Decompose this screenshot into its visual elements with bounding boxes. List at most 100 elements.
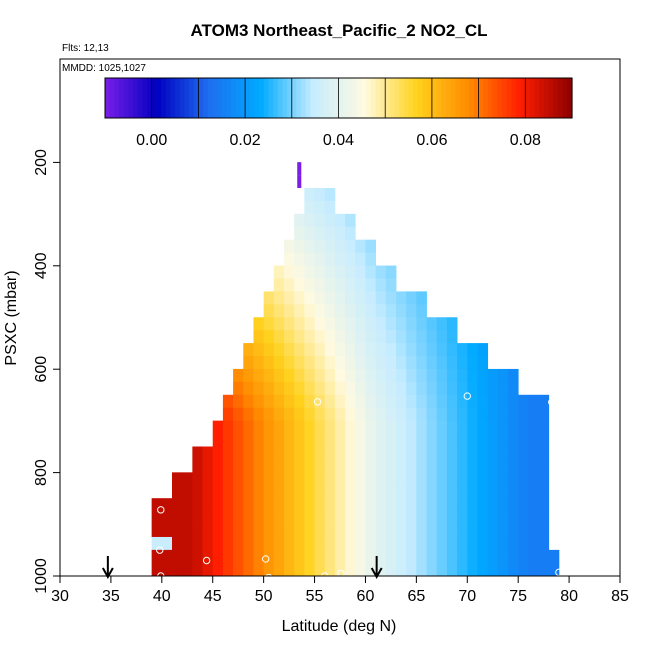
heatmap-cell [304, 187, 315, 202]
heatmap-cell [365, 368, 377, 383]
heatmap-cell [243, 343, 254, 357]
heatmap-cell [334, 498, 346, 512]
colorbar-swatch [506, 78, 512, 118]
heatmap-cell [497, 472, 509, 486]
colorbar-swatch [529, 78, 536, 118]
colorbar-swatch [137, 78, 143, 118]
heatmap-cell [518, 511, 529, 525]
heatmap-cell [345, 562, 356, 577]
heatmap-cell [294, 549, 305, 564]
heatmap-cell [304, 511, 315, 525]
heatmap-cell [508, 381, 519, 396]
x-tick-label: 45 [204, 588, 222, 605]
colorbar-swatch [245, 78, 251, 118]
x-tick-label: 80 [560, 588, 578, 605]
colorbar-swatch [226, 78, 232, 118]
heatmap-cell [426, 549, 438, 564]
heatmap-cell [375, 485, 387, 499]
heatmap-cell [487, 562, 499, 577]
heatmap-cell [467, 420, 478, 434]
heatmap-cell [467, 407, 478, 422]
heatmap-cell [243, 459, 254, 473]
heatmap-cell [355, 562, 366, 577]
heatmap-cell [314, 213, 326, 228]
heatmap-cell [324, 252, 336, 266]
heatmap-cell [273, 498, 285, 512]
heatmap-cell [243, 356, 254, 370]
heatmap-cell [518, 536, 529, 551]
heatmap-cell [294, 511, 305, 525]
heatmap-cell [426, 433, 438, 447]
heatmap-cell [436, 446, 448, 460]
heatmap-cell [487, 485, 499, 499]
heatmap-cell [284, 317, 295, 331]
heatmap-cell [446, 420, 458, 434]
heatmap-cell [294, 213, 305, 228]
heatmap-cell [172, 472, 183, 486]
heatmap-cell [334, 459, 346, 473]
heatmap-cell [324, 265, 336, 279]
colorbar-swatch [296, 78, 302, 118]
heatmap-cell [314, 446, 326, 460]
heatmap-cell [253, 485, 265, 499]
heatmap-cell [233, 549, 244, 564]
heatmap-cell [406, 420, 417, 434]
heatmap-cell [284, 549, 295, 564]
heatmap-cell [212, 446, 224, 460]
heatmap-cell [406, 304, 417, 318]
heatmap-cell [426, 536, 438, 551]
heatmap-cell [304, 549, 315, 564]
heatmap-cell [334, 433, 346, 447]
heatmap-cell [426, 330, 438, 344]
heatmap-cell [253, 446, 265, 460]
colorbar-swatch [445, 78, 452, 118]
heatmap-cell [385, 420, 397, 434]
heatmap-cell [385, 394, 397, 409]
heatmap-cell [222, 562, 234, 577]
heatmap-cell [406, 524, 417, 538]
heatmap-cell [528, 472, 539, 486]
colorbar-swatch [212, 78, 218, 118]
heatmap-cell [426, 498, 438, 512]
heatmap-cell [477, 433, 489, 447]
heatmap-cell [192, 549, 203, 564]
track-arrows [101, 556, 383, 580]
heatmap-cell [161, 562, 173, 577]
heatmap-cell [314, 200, 326, 215]
heatmap-cell [406, 549, 417, 564]
heatmap-cell [477, 524, 489, 538]
heatmap-cell [436, 381, 448, 396]
heatmap-cell [375, 265, 387, 279]
sample-point [157, 506, 165, 514]
heatmap-cell [467, 381, 478, 396]
colorbar-swatch [385, 78, 391, 118]
heatmap-cell [233, 536, 244, 551]
colorbar-swatch [501, 78, 508, 118]
heatmap-cell [518, 524, 529, 538]
heatmap-cell [365, 239, 377, 254]
heatmap-cell [365, 252, 377, 266]
heatmap-cell [345, 549, 356, 564]
heatmap-cell [233, 433, 244, 447]
heatmap-cell [304, 252, 315, 266]
heatmap-cell [508, 562, 519, 577]
heatmap-cell [294, 239, 305, 254]
x-tick-label: 60 [357, 588, 375, 605]
heatmap-cell [355, 446, 366, 460]
heatmap-cell [365, 265, 377, 279]
heatmap-cell [294, 317, 305, 331]
colorbar-swatch [469, 78, 475, 118]
heatmap-cell [212, 498, 224, 512]
heatmap-cell [355, 485, 366, 499]
heatmap-cell [457, 536, 468, 551]
colorbar-swatch [193, 78, 199, 118]
heatmap-cell [396, 381, 407, 396]
heatmap-cell [222, 536, 234, 551]
heatmap-cell [436, 498, 448, 512]
heatmap-cell [416, 433, 427, 447]
heatmap-cell [273, 433, 285, 447]
heatmap-cell [396, 317, 407, 331]
heatmap-cell [304, 278, 315, 292]
colorbar-swatch [123, 78, 129, 118]
heatmap-cell [253, 562, 265, 577]
